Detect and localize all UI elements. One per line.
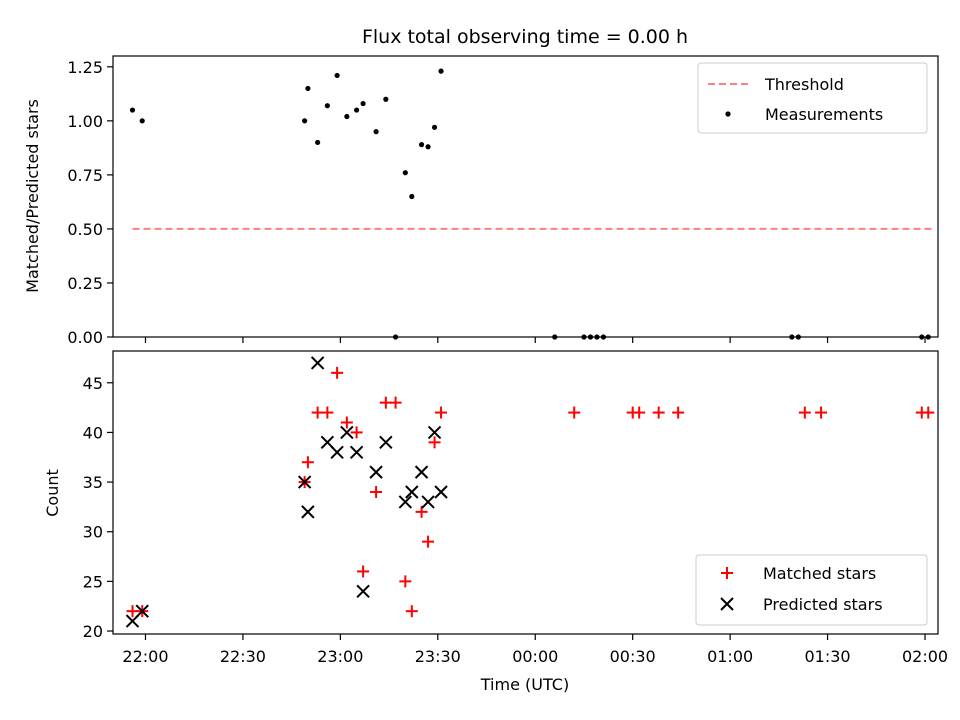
x-tick-label-0: 22:00 (122, 647, 168, 666)
matched-star-19 (568, 406, 581, 419)
bottom-panel: 20 25 30 35 40 45 22:00 22:30 23:00 23:30 00:00 00… (43, 350, 948, 694)
matched-star-14 (405, 605, 418, 618)
x-tick-label-2: 23:00 (317, 647, 363, 666)
matched-star-17 (428, 436, 441, 449)
matched-star-18 (435, 406, 448, 419)
predicted-star-1 (135, 604, 149, 618)
legend-threshold-label: Threshold (764, 75, 844, 94)
predicted-star-6 (330, 445, 344, 459)
matched-star-21 (633, 406, 646, 419)
matched-star-13 (399, 575, 412, 588)
matched-star-16 (422, 535, 435, 548)
top-ytick-label-3: 0.75 (67, 166, 103, 185)
predicted-star-4 (310, 356, 325, 370)
top-ytick-label-0: 0.00 (67, 328, 103, 347)
bottom-ytick-label-5: 45 (83, 374, 103, 393)
top-ytick-label-2: 0.50 (67, 220, 103, 239)
measurement-point-13 (402, 170, 408, 176)
legend-predicted-label: Predicted stars (763, 595, 883, 614)
matched-star-25 (815, 406, 828, 419)
bottom-ytick-label-4: 40 (83, 423, 103, 442)
x-tick-label-4: 00:00 (512, 647, 558, 666)
measurement-point-7 (344, 113, 350, 120)
matched-star-5 (321, 406, 334, 419)
measurement-point-4 (315, 139, 321, 146)
legend-predicted-swatch (720, 597, 734, 611)
measurement-point-3 (305, 85, 311, 92)
x-axis-label: Time (UTC) (480, 675, 569, 694)
measurement-point-18 (438, 68, 444, 74)
bottom-ytick-label-2: 30 (83, 523, 103, 542)
matched-star-22 (652, 406, 665, 419)
predicted-star-7 (340, 425, 354, 440)
bottom-legend-box (695, 554, 928, 626)
top-y-axis-label: Matched/Predicted stars (23, 99, 42, 293)
predicted-star-2 (297, 475, 312, 489)
top-legend: Threshold Measurements (697, 62, 928, 134)
chart-title: Flux total observing time = 0.00 h (362, 26, 688, 48)
bottom-y-axis-label: Count (43, 469, 62, 517)
predicted-star-16 (427, 425, 442, 440)
top-panel: 0.00 0.25 0.50 0.75 1.00 1.25 Matched/Predict… (23, 55, 939, 347)
measurement-point-17 (431, 124, 438, 130)
top-plot-frame (112, 55, 939, 338)
predicted-star-11 (379, 435, 393, 450)
top-legend-box (697, 62, 928, 134)
legend-measurements-swatch (725, 111, 731, 117)
predicted-star-9 (356, 584, 370, 599)
matched-star-15 (415, 505, 428, 518)
predicted-star-17 (434, 485, 448, 499)
predicted-star-12 (398, 495, 413, 509)
measurement-point-5 (324, 103, 330, 109)
x-tick-label-3: 23:30 (415, 647, 461, 666)
bottom-ytick-label-3: 35 (83, 473, 103, 492)
matched-star-3 (301, 456, 314, 469)
x-tick-label-1: 22:30 (220, 647, 266, 666)
predicted-star-8 (349, 445, 364, 459)
predicted-star-15 (421, 495, 435, 509)
matched-star-10 (370, 486, 383, 499)
predicted-star-13 (405, 485, 419, 499)
measurement-point-15 (418, 142, 425, 148)
bottom-ytick-label-1: 25 (83, 572, 103, 591)
measurement-point-16 (425, 144, 431, 150)
measurement-point-0 (129, 107, 136, 113)
measurement-point-2 (302, 118, 308, 124)
measurement-point-1 (139, 118, 145, 124)
x-tick-label-8: 02:00 (902, 647, 948, 666)
legend-matched-label: Matched stars (763, 564, 876, 583)
bottom-legend: Matched stars Predicted stars (695, 554, 928, 626)
x-tick-label-6: 01:00 (707, 647, 753, 666)
bottom-ytick-label-0: 20 (83, 622, 103, 641)
top-ytick-label-5: 1.25 (67, 58, 103, 77)
predicted-star-10 (369, 465, 383, 479)
measurement-point-14 (409, 193, 415, 200)
x-tick-label-7: 01:30 (805, 647, 851, 666)
measurement-point-10 (373, 129, 379, 135)
matched-star-12 (389, 396, 402, 409)
x-tick-label-5: 00:30 (610, 647, 656, 666)
legend-measurements-label: Measurements (765, 105, 883, 124)
top-ytick-label-4: 1.00 (67, 112, 103, 131)
matched-star-6 (331, 366, 344, 379)
matched-star-23 (672, 406, 685, 419)
measurement-point-9 (360, 100, 366, 107)
measurement-point-11 (383, 96, 389, 102)
top-ytick-label-1: 0.25 (67, 274, 103, 293)
matched-star-27 (922, 406, 935, 419)
matched-star-8 (350, 426, 363, 439)
matched-star-24 (798, 406, 811, 419)
predicted-star-14 (414, 465, 429, 479)
legend-matched-swatch (721, 567, 733, 579)
matched-star-7 (340, 416, 353, 429)
predicted-star-3 (301, 505, 315, 519)
bottom-plot-frame (112, 350, 939, 635)
measurement-point-8 (354, 107, 360, 113)
matched-star-9 (357, 565, 370, 578)
measurement-point-6 (334, 72, 340, 79)
